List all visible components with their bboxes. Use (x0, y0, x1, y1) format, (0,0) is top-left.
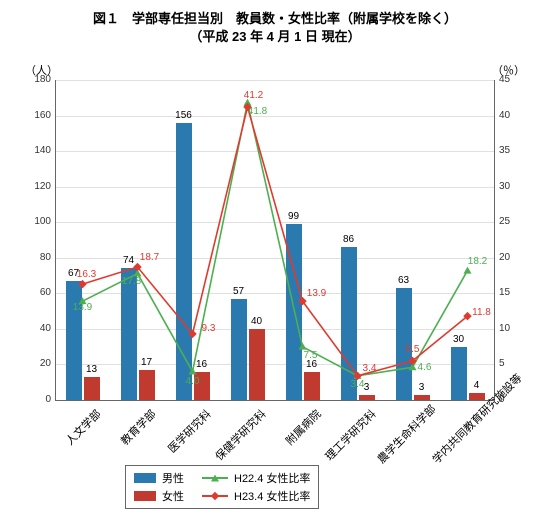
line-value-label: 7.5 (304, 350, 318, 361)
swatch-h23 (202, 495, 228, 497)
y-right-tick-label: 40 (495, 110, 510, 121)
y-right-tick-label: 25 (495, 216, 510, 227)
swatch-male (134, 473, 156, 483)
line-marker (299, 343, 307, 350)
y-left-tick-label: 180 (34, 74, 55, 85)
x-category-label: 医学研究科 (153, 406, 214, 467)
line-value-label: 11.8 (472, 307, 491, 318)
line-value-label: 16.3 (77, 269, 96, 280)
chart-title: 図１ 学部専任担当別 教員数・女性比率（附属学校を除く） （平成 23 年 4 … (0, 0, 550, 46)
y-left-tick-label: 100 (34, 216, 55, 227)
x-category-label: 理工学研究科 (318, 406, 379, 467)
legend-female-label: 女性 (162, 488, 184, 504)
legend-male: 男性 (134, 470, 184, 486)
y-right-tick-label: 5 (495, 358, 505, 369)
lines-layer (55, 80, 495, 400)
line-value-label: 41.8 (248, 106, 267, 117)
y-left-tick-label: 20 (40, 358, 55, 369)
title-line-1: 図１ 学部専任担当別 教員数・女性比率（附属学校を除く） (0, 10, 550, 28)
line-value-label: 9.3 (202, 323, 216, 334)
legend-male-label: 男性 (162, 470, 184, 486)
legend-h22-label: H22.4 女性比率 (234, 470, 310, 486)
legend-h23-label: H23.4 女性比率 (234, 488, 310, 504)
line-series (83, 107, 468, 376)
legend: 男性 H22.4 女性比率 女性 H23.4 女性比率 (125, 465, 319, 509)
y-left-tick-label: 0 (45, 394, 55, 405)
line-marker (464, 267, 472, 274)
line-value-label: 4.0 (186, 376, 200, 387)
line-marker (78, 280, 86, 288)
y-left-tick-label: 80 (40, 252, 55, 263)
line-value-label: 5.5 (406, 344, 420, 355)
y-right-tick-label: 35 (495, 145, 510, 156)
line-value-label: 3.4 (351, 379, 365, 390)
line-value-label: 13.9 (307, 288, 326, 299)
plot-area: （人） （％） 02040608010012014016018005101520… (55, 80, 495, 400)
legend-female: 女性 (134, 488, 184, 504)
y-right-tick-label: 10 (495, 323, 510, 334)
x-category-label: 保健学研究科 (208, 406, 269, 467)
line-value-label: 18.7 (140, 252, 159, 263)
x-category-label: 教育学部 (98, 406, 159, 467)
line-value-label: 13.9 (73, 302, 92, 313)
x-category-label: 農学生命科学部 (373, 406, 434, 467)
y-left-tick-label: 40 (40, 323, 55, 334)
legend-h23: H23.4 女性比率 (202, 488, 310, 504)
line-value-label: 18.2 (468, 256, 487, 267)
x-category-label: 附属病院 (263, 406, 324, 467)
y-left-tick-label: 120 (34, 181, 55, 192)
swatch-female (134, 491, 156, 501)
line-marker (189, 368, 197, 375)
line-value-label: 4.6 (418, 362, 432, 373)
y-left-tick-label: 140 (34, 145, 55, 156)
line-value-label: 17.8 (122, 276, 141, 287)
swatch-h22 (202, 477, 228, 479)
y-right-tick-label: 30 (495, 181, 510, 192)
y-right-tick-label: 15 (495, 287, 510, 298)
line-value-label: 3.4 (363, 363, 377, 374)
x-category-label: 学内共同教育研究施設等 (428, 406, 489, 467)
line-series (83, 103, 468, 376)
chart-container: 図１ 学部専任担当別 教員数・女性比率（附属学校を除く） （平成 23 年 4 … (0, 0, 550, 520)
title-line-2: （平成 23 年 4 月 1 日 現在） (0, 28, 550, 46)
line-value-label: 41.2 (244, 90, 263, 101)
y-left-tick-label: 60 (40, 287, 55, 298)
y-right-tick-label: 45 (495, 74, 510, 85)
y-left-tick-label: 160 (34, 110, 55, 121)
grid-line (55, 400, 495, 401)
y-right-tick-label: 20 (495, 252, 510, 263)
x-category-label: 人文学部 (43, 406, 104, 467)
legend-h22: H22.4 女性比率 (202, 470, 310, 486)
